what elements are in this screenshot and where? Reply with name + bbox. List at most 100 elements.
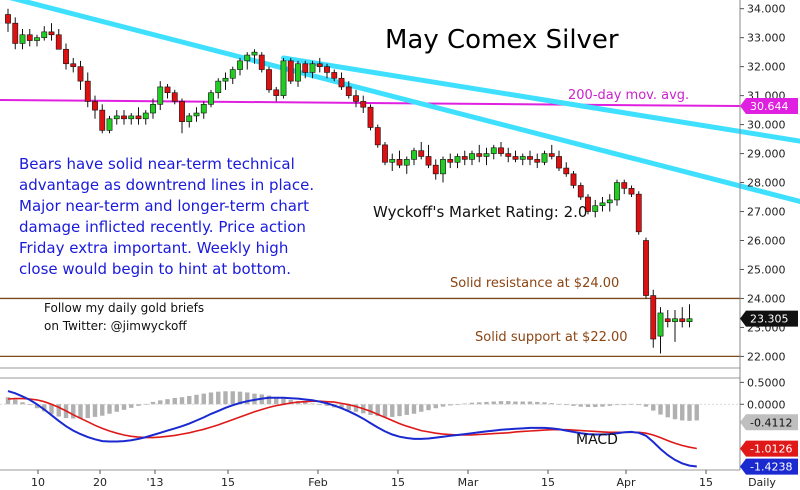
candle-body-down [447, 159, 454, 163]
candle-body-down [382, 144, 388, 163]
macd-histogram-bar [245, 392, 250, 405]
macd-histogram-bar [230, 391, 235, 405]
macd-histogram-bar [607, 404, 612, 406]
candle-body-up [34, 37, 40, 41]
macd-histogram-bar [411, 404, 417, 414]
candle-body-up [454, 156, 461, 163]
macd-value-tag: -1.4238 [740, 458, 798, 475]
signal-value-tag-text: -1.0126 [750, 443, 792, 456]
candle [411, 147, 417, 166]
candle [563, 162, 570, 177]
candle [534, 153, 541, 169]
ma-value-tag-text: 30.644 [750, 100, 789, 113]
macd-histogram-bar [346, 404, 351, 411]
candle-body-up [469, 153, 475, 160]
candle [360, 95, 367, 114]
candle [512, 150, 519, 163]
macd-line [7, 390, 697, 468]
candle-body-up [599, 202, 606, 207]
macd-histogram-bar [71, 404, 76, 419]
candle-body-up [483, 153, 490, 157]
macd-histogram-bar [643, 404, 649, 407]
macd-histogram-bar [600, 404, 605, 407]
macd-histogram-bar [121, 404, 127, 410]
macd-histogram-bar [114, 404, 119, 412]
commentary-block: Bears have solid near-term technical adv… [19, 155, 314, 278]
candle-body-up [686, 318, 693, 322]
macd-histogram-bar [564, 404, 569, 406]
resistance-label: Solid resistance at $24.00 [450, 276, 619, 291]
candle-body-up [403, 159, 410, 166]
macd-histogram-bar [556, 403, 562, 405]
x-tick-label: Apr [616, 476, 636, 489]
candle-body-up [280, 60, 287, 96]
macd-histogram-bar [317, 404, 322, 406]
macd-histogram-bar [85, 404, 90, 419]
macd-histogram-bar [585, 404, 591, 408]
candle [121, 110, 127, 125]
candle-body-up [19, 34, 26, 44]
candle [570, 170, 577, 189]
candle [389, 153, 396, 171]
candle-body-down [121, 115, 127, 120]
x-tick-label: Feb [308, 476, 327, 489]
downtrend-line-1 [9, 0, 800, 204]
candle [179, 98, 185, 134]
macd-histogram-bar [527, 401, 533, 405]
candle-body-down [338, 77, 345, 88]
last-price-tag-shape [740, 310, 798, 327]
x-tick-label: 15 [391, 476, 405, 489]
macd-histogram-bar [150, 401, 156, 405]
y-tick-label: 24.000 [747, 292, 786, 305]
signal-value-tag: -1.0126 [740, 440, 798, 457]
candle [287, 57, 294, 85]
candle-body-down [664, 318, 671, 322]
candle [382, 141, 388, 166]
commentary-line-6: close would begin to hint at bottom. [19, 260, 291, 278]
candle-body-down [345, 86, 352, 96]
candle [374, 124, 381, 148]
candle-body-down [273, 89, 280, 96]
candle-body-down [548, 153, 555, 157]
candle [70, 57, 77, 73]
commentary-line-5: Friday extra important. Weekly high [19, 239, 288, 257]
candle [664, 310, 671, 328]
y-tick-label: 30.000 [747, 119, 786, 132]
candle [548, 144, 555, 160]
candle [672, 310, 678, 342]
candle-body-up [41, 31, 48, 38]
candle-body-down [26, 34, 33, 41]
candle-body-up [229, 69, 236, 79]
candle [135, 107, 142, 125]
macd-histogram-bar [223, 391, 228, 405]
candle-body-up [200, 104, 207, 114]
candle [295, 60, 301, 87]
candle [208, 89, 214, 108]
candle [331, 69, 338, 82]
last-price-tag-text: 23.305 [750, 313, 789, 326]
candle-body-up [592, 205, 599, 212]
x-tick-label: '13 [146, 476, 163, 489]
candle [367, 104, 374, 131]
signal-line [7, 397, 697, 450]
candle-body-down [374, 127, 381, 146]
candle-body-up [113, 115, 120, 120]
moving-average-200 [0, 98, 741, 108]
candle-body-up [309, 63, 316, 73]
macd-histogram-bar [484, 401, 489, 405]
macd-histogram-bar [680, 404, 685, 421]
candle [614, 179, 620, 206]
candle-body-down [92, 101, 98, 111]
candle-body-up [614, 182, 620, 201]
candle-body-down [418, 150, 425, 157]
candle-body-down [505, 153, 512, 157]
x-tick-label: 15 [541, 476, 555, 489]
macd-histogram-bar [477, 402, 482, 405]
candle [309, 60, 316, 79]
macd-histogram [0, 377, 740, 471]
candle-body-down [556, 156, 562, 169]
candle-body-up [237, 60, 243, 70]
x-axis: 10 20 '13 15 Feb 15 Mar 15 Apr 15 Daily [31, 470, 776, 489]
candle-body-up [440, 159, 446, 175]
candle-body-up [541, 153, 548, 163]
